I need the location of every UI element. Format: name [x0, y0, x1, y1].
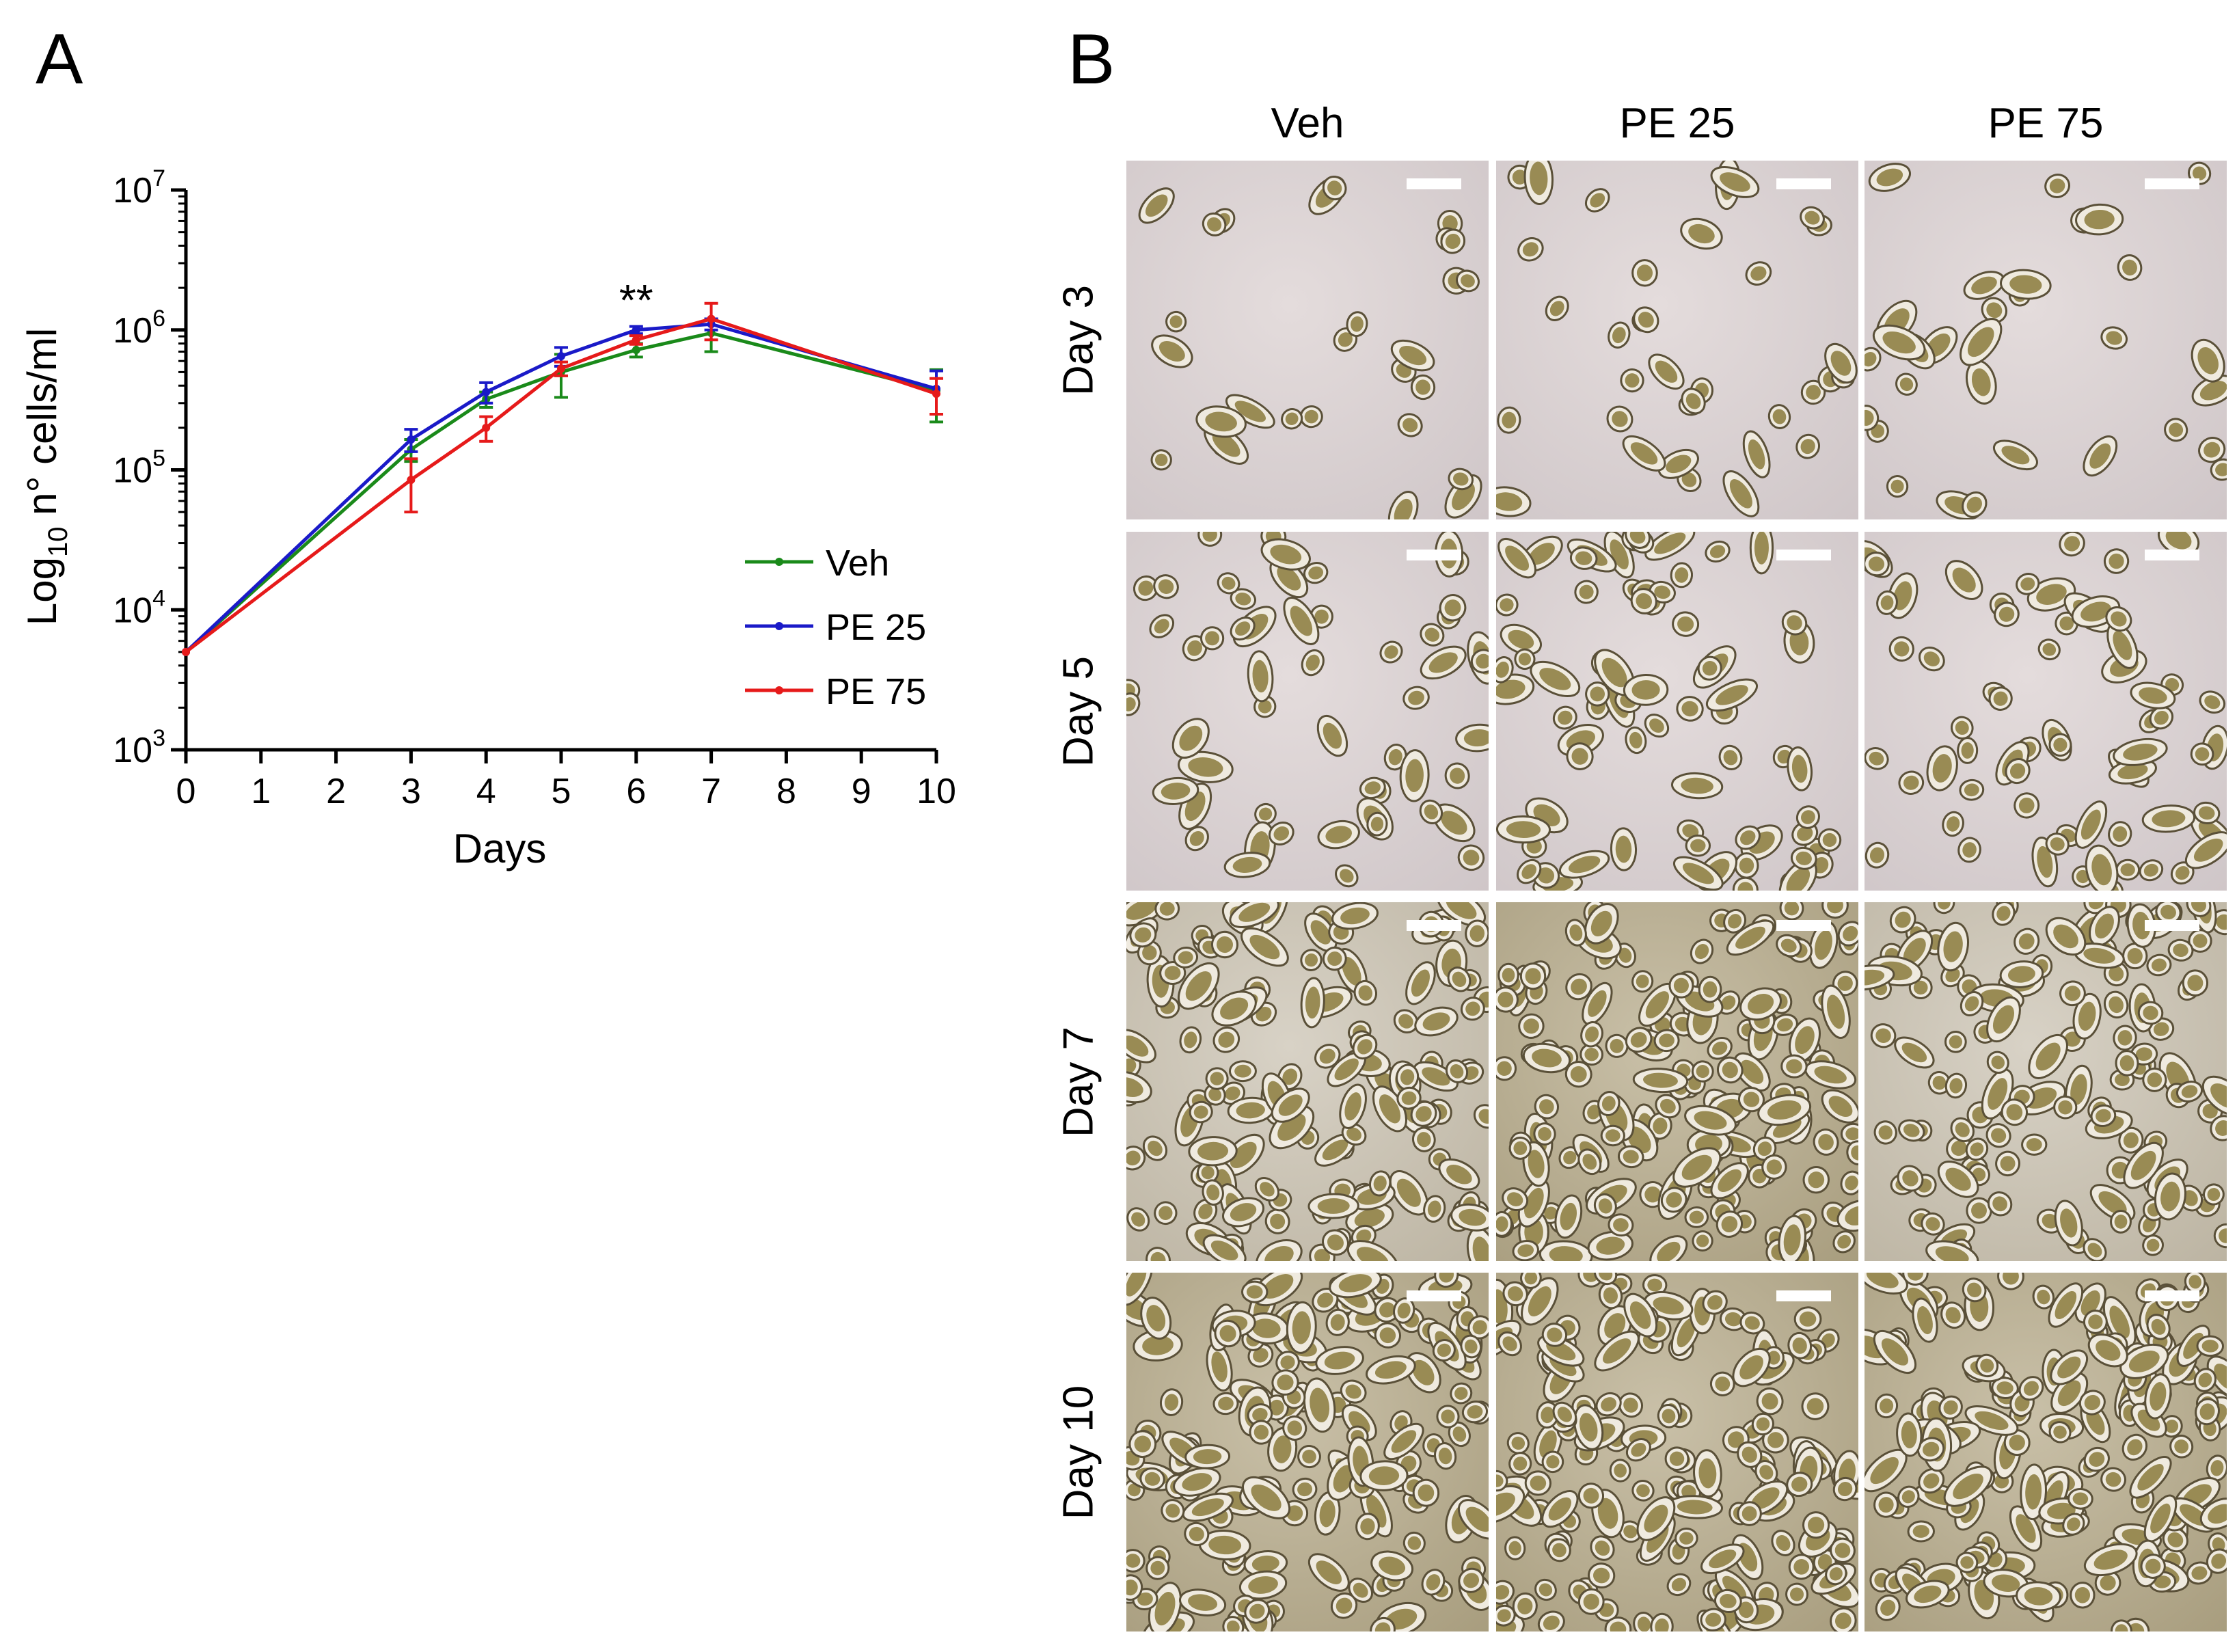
cells-drawing: [1865, 161, 2227, 519]
x-tick-label: 4: [476, 772, 496, 811]
scale-bar: [2145, 550, 2199, 560]
data-point: [557, 364, 565, 373]
data-point: [632, 336, 640, 344]
column-label: Veh: [1271, 100, 1344, 147]
x-tick-label: 8: [776, 772, 796, 811]
x-tick-label: 10: [917, 772, 956, 811]
x-tick-label: 0: [176, 772, 196, 811]
micrograph-image: [1865, 532, 2227, 891]
x-tick-label: 6: [626, 772, 646, 811]
micrograph-image: [1865, 161, 2227, 519]
micrograph-image: [1496, 1273, 1858, 1631]
micrograph-image: [1496, 161, 1858, 519]
row-label: Day 10: [1055, 1385, 1102, 1519]
data-point: [557, 352, 565, 361]
legend-marker: [775, 686, 783, 694]
scale-bar: [1776, 178, 1831, 189]
cells-drawing: [1126, 902, 1489, 1261]
y-tick-label: 105: [113, 446, 165, 491]
micrograph-image: [1865, 1273, 2227, 1631]
x-axis-label: Days: [453, 826, 547, 871]
micrograph-image: [1126, 532, 1489, 891]
panel-b-letter: B: [1068, 20, 1115, 99]
data-point: [932, 390, 940, 398]
x-tick-label: 1: [251, 772, 271, 811]
data-point: [632, 345, 640, 354]
cells-drawing: [1126, 532, 1489, 888]
micrograph-image: [1126, 161, 1489, 519]
scale-bar: [2145, 1290, 2199, 1301]
cells-drawing: [1126, 1273, 1489, 1631]
data-point: [482, 388, 491, 396]
y-tick-label: 107: [113, 165, 165, 211]
scale-bar: [2145, 920, 2199, 931]
data-point: [407, 475, 416, 484]
y-axis-label: Log10 n° cells/ml: [19, 328, 73, 625]
micrograph-image: [1496, 532, 1858, 891]
legend-label: PE 75: [826, 671, 926, 712]
scale-bar: [1407, 550, 1461, 560]
micrograph-image: [1126, 902, 1489, 1261]
scale-bar: [1407, 920, 1461, 931]
scale-bar: [1407, 1290, 1461, 1301]
data-point: [632, 325, 640, 334]
legend-marker: [775, 558, 783, 566]
growth-chart: 0 1 2 3 4 5 6 7 8 9 10 103 104 105 106 107 Days Log10 n° …: [19, 165, 956, 871]
scale-bar: [1776, 550, 1831, 560]
panel-a-letter: A: [36, 20, 83, 99]
scale-bar: [2145, 178, 2199, 189]
data-point: [182, 647, 190, 656]
micrograph-image: [1496, 902, 1858, 1261]
scale-bar: [1776, 920, 1831, 931]
row-label: Day 7: [1055, 1026, 1102, 1137]
y-tick-label: 104: [113, 585, 165, 630]
cells-drawing: [1496, 532, 1842, 891]
cells-drawing: [1496, 1273, 1858, 1631]
scale-bar: [1776, 1290, 1831, 1301]
significance-annotation: **: [619, 275, 653, 325]
x-tick-label: 5: [552, 772, 571, 811]
cells-drawing: [1138, 176, 1482, 519]
micrograph-image: [1126, 1273, 1489, 1631]
data-point: [707, 314, 716, 323]
scale-bar: [1407, 178, 1461, 189]
legend-label: PE 25: [826, 607, 926, 648]
row-label: Day 3: [1055, 284, 1102, 396]
cells-drawing: [1865, 1273, 2227, 1631]
cells-drawing: [1865, 532, 2227, 891]
column-label: PE 25: [1619, 100, 1735, 147]
column-label: PE 75: [1988, 100, 2104, 147]
legend-label: Veh: [826, 543, 889, 584]
row-label: Day 5: [1055, 655, 1102, 767]
y-tick-label: 106: [113, 306, 165, 351]
data-point: [407, 435, 416, 444]
data-point: [482, 423, 491, 432]
legend-marker: [775, 622, 783, 630]
cells-drawing: [1496, 161, 1858, 517]
x-tick-label: 7: [701, 772, 721, 811]
cells-drawing: [1865, 902, 2227, 1261]
x-tick-label: 2: [326, 772, 346, 811]
cells-drawing: [1496, 902, 1858, 1261]
y-tick-label: 103: [113, 725, 165, 770]
x-tick-label: 9: [852, 772, 871, 811]
micrograph-image: [1865, 902, 2227, 1261]
x-tick-label: 3: [401, 772, 421, 811]
